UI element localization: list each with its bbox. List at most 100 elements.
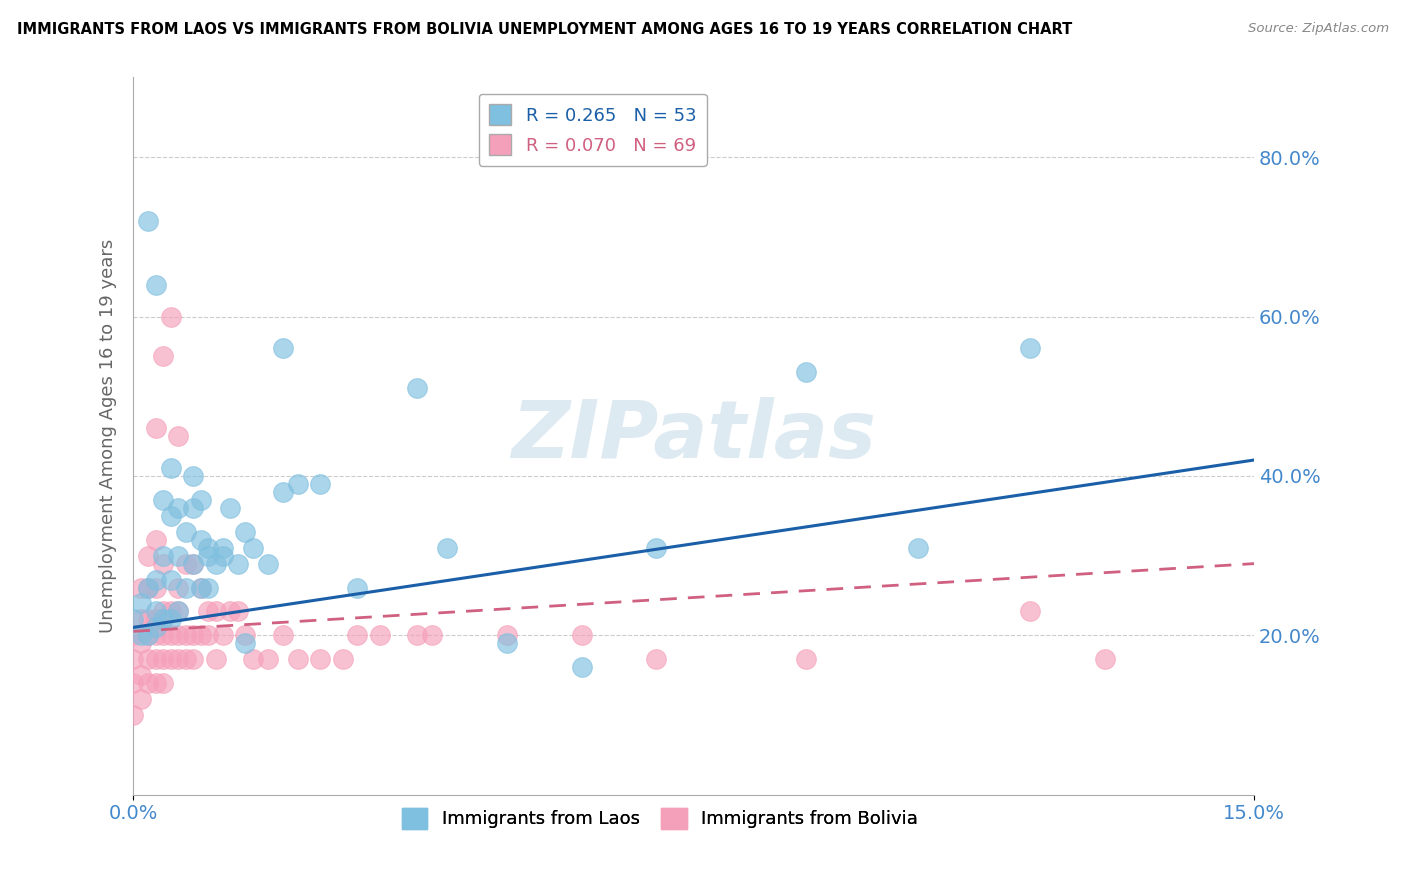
Point	[406, 381, 429, 395]
Point	[197, 604, 219, 618]
Legend: Immigrants from Laos, Immigrants from Bolivia: Immigrants from Laos, Immigrants from Bo…	[395, 801, 925, 836]
Point	[122, 612, 145, 626]
Point	[190, 581, 212, 595]
Point	[129, 628, 152, 642]
Point	[167, 604, 190, 618]
Point	[152, 350, 174, 364]
Point	[212, 541, 235, 555]
Point	[226, 604, 249, 618]
Point	[174, 628, 197, 642]
Point	[122, 652, 145, 666]
Point	[152, 549, 174, 563]
Point	[174, 524, 197, 539]
Point	[129, 597, 152, 611]
Point	[159, 652, 181, 666]
Point	[346, 581, 368, 595]
Point	[136, 581, 159, 595]
Point	[181, 469, 204, 483]
Point	[212, 628, 235, 642]
Point	[167, 500, 190, 515]
Point	[496, 628, 519, 642]
Point	[645, 652, 668, 666]
Point	[645, 541, 668, 555]
Point	[152, 604, 174, 618]
Point	[219, 604, 242, 618]
Point	[136, 652, 159, 666]
Point	[136, 628, 159, 642]
Point	[309, 652, 332, 666]
Point	[271, 342, 294, 356]
Point	[145, 604, 167, 618]
Point	[129, 581, 152, 595]
Point	[174, 581, 197, 595]
Point	[136, 214, 159, 228]
Point	[1019, 342, 1042, 356]
Point	[159, 310, 181, 324]
Point	[287, 652, 309, 666]
Point	[152, 492, 174, 507]
Point	[167, 652, 190, 666]
Point	[346, 628, 368, 642]
Point	[159, 628, 181, 642]
Point	[197, 581, 219, 595]
Point	[129, 636, 152, 650]
Point	[571, 628, 593, 642]
Point	[271, 628, 294, 642]
Point	[204, 604, 226, 618]
Point	[436, 541, 458, 555]
Point	[167, 628, 190, 642]
Point	[152, 557, 174, 571]
Point	[174, 652, 197, 666]
Point	[571, 660, 593, 674]
Text: ZIPatlas: ZIPatlas	[512, 397, 876, 475]
Point	[167, 604, 190, 618]
Point	[122, 676, 145, 690]
Point	[197, 549, 219, 563]
Point	[122, 628, 145, 642]
Point	[136, 581, 159, 595]
Point	[235, 636, 257, 650]
Point	[145, 612, 167, 626]
Point	[235, 524, 257, 539]
Point	[136, 549, 159, 563]
Point	[136, 612, 159, 626]
Point	[159, 604, 181, 618]
Point	[368, 628, 391, 642]
Point	[174, 557, 197, 571]
Point	[197, 628, 219, 642]
Point	[242, 652, 264, 666]
Point	[271, 484, 294, 499]
Point	[287, 477, 309, 491]
Point	[190, 492, 212, 507]
Point	[129, 612, 152, 626]
Point	[145, 581, 167, 595]
Text: Source: ZipAtlas.com: Source: ZipAtlas.com	[1249, 22, 1389, 36]
Point	[190, 581, 212, 595]
Point	[122, 708, 145, 723]
Y-axis label: Unemployment Among Ages 16 to 19 years: Unemployment Among Ages 16 to 19 years	[100, 239, 117, 633]
Point	[152, 628, 174, 642]
Point	[136, 676, 159, 690]
Point	[145, 620, 167, 634]
Point	[167, 581, 190, 595]
Point	[136, 628, 159, 642]
Point	[256, 652, 278, 666]
Point	[212, 549, 235, 563]
Point	[226, 557, 249, 571]
Point	[145, 628, 167, 642]
Point	[152, 652, 174, 666]
Point	[235, 628, 257, 642]
Point	[197, 541, 219, 555]
Point	[159, 508, 181, 523]
Point	[204, 652, 226, 666]
Point	[181, 652, 204, 666]
Point	[145, 421, 167, 435]
Point	[181, 557, 204, 571]
Point	[420, 628, 443, 642]
Point	[159, 573, 181, 587]
Point	[242, 541, 264, 555]
Point	[145, 277, 167, 292]
Point	[496, 636, 519, 650]
Point	[1019, 604, 1042, 618]
Point	[219, 500, 242, 515]
